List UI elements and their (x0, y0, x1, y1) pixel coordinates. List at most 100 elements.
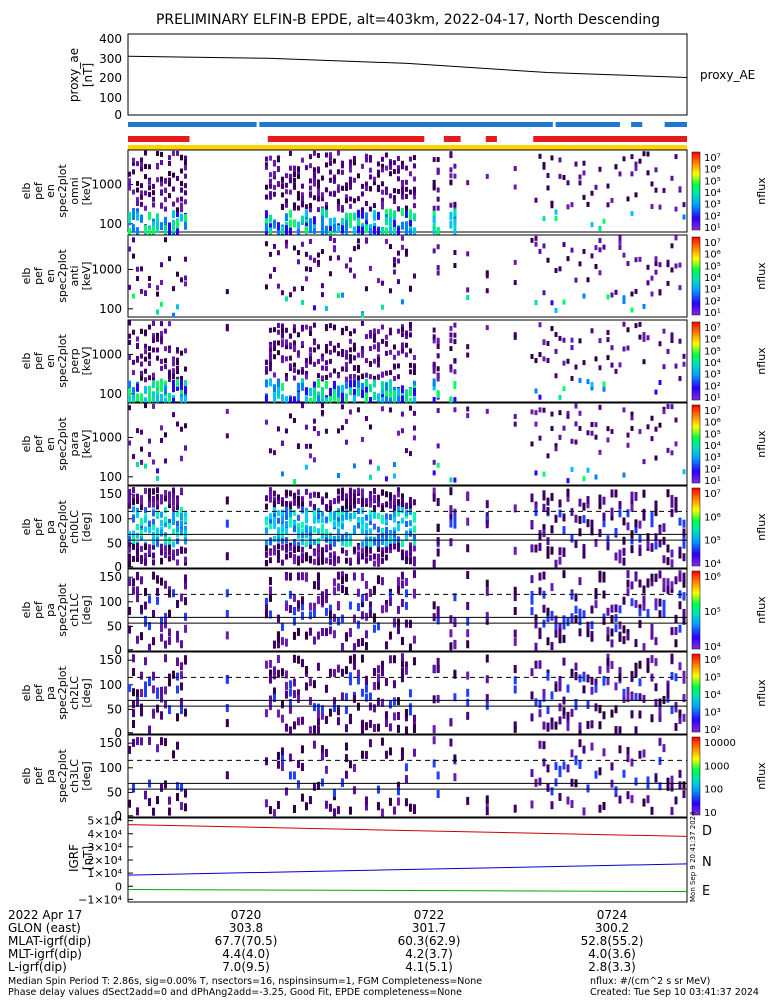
panel-cell (404, 589, 408, 598)
panel-cell (140, 459, 143, 465)
panel-cell (284, 182, 288, 188)
panel-cell (284, 572, 288, 581)
panel-cell (152, 571, 155, 580)
panel-cell (562, 386, 566, 392)
panel-cell (466, 352, 470, 358)
panel-cell (344, 439, 348, 445)
panel-cell (128, 339, 131, 345)
panel-cell (542, 758, 546, 767)
panel-cell (304, 525, 308, 532)
panel-cell (304, 665, 308, 674)
panel-cell (582, 476, 586, 482)
colorbar-tick: 10³ (704, 453, 721, 464)
panel-cell (148, 520, 151, 527)
panel-cell (332, 560, 336, 567)
panel-cell (268, 659, 272, 668)
panel-cell (392, 543, 396, 550)
panel-cell (574, 615, 578, 624)
panel-cell (340, 668, 344, 677)
panel-cell (356, 544, 360, 551)
panel-cell (160, 437, 163, 443)
panel-cell (280, 333, 284, 339)
panel-cell (148, 491, 151, 498)
panel-cell (136, 532, 139, 539)
panel-cell (453, 520, 457, 529)
panel-cell (172, 750, 175, 759)
panel-cell (300, 192, 304, 198)
panel-cell (316, 373, 320, 379)
panel-cell (674, 673, 678, 682)
panel-cell (546, 637, 550, 646)
panel-cell (316, 572, 320, 581)
panel-cell (400, 395, 404, 404)
panel-cell (618, 745, 622, 754)
panel-cell (336, 225, 340, 234)
colorbar-label: nflux (755, 762, 768, 790)
panel-cell (176, 220, 179, 229)
panel-cell (558, 628, 562, 637)
panel-cell (356, 238, 360, 244)
panel-cell (128, 488, 131, 495)
panel-cell (340, 404, 344, 410)
panel-cell (404, 221, 408, 230)
panel-cell (272, 535, 276, 542)
panel-cell (308, 218, 312, 227)
panel-cell (164, 432, 167, 438)
panel-cell (280, 762, 284, 771)
panel-cell (132, 543, 135, 550)
panel-cell (128, 355, 131, 361)
panel-cell (332, 669, 336, 678)
panel-cell (634, 662, 638, 671)
panel-cell (618, 362, 622, 368)
panel-cell (328, 271, 332, 277)
panel-cell (148, 392, 151, 401)
panel-cell (586, 621, 590, 630)
panel-cell (184, 512, 187, 519)
panel-ylabel: pa (44, 769, 57, 783)
panel-cell (513, 184, 517, 190)
panel-cell (156, 575, 159, 584)
panel-cell (264, 660, 268, 669)
panel-cell (344, 705, 348, 714)
panel-cell (136, 511, 139, 518)
panel-cell (666, 777, 670, 786)
panel-cell (449, 220, 453, 229)
panel-cell (276, 250, 280, 256)
panel-cell (646, 424, 650, 430)
panel-cell (144, 190, 147, 196)
panel-cell (396, 176, 400, 182)
panel-cell (144, 174, 147, 180)
panel-ylabel: [keV] (80, 430, 93, 459)
panel-cell (160, 181, 163, 187)
panel-cell (308, 529, 312, 536)
panel-cell (449, 173, 453, 179)
panel-cell (546, 340, 550, 346)
panel-cell (412, 155, 416, 161)
panel-cell (384, 554, 388, 561)
panel-cell (152, 710, 155, 719)
panel-cell (582, 610, 586, 619)
panel-cell (184, 160, 187, 166)
panel-cell (670, 494, 674, 503)
panel-ylabel: pef (32, 683, 45, 702)
panel-cell (546, 257, 550, 263)
panel-cell (360, 750, 364, 759)
panel-cell (164, 495, 167, 502)
panel-ylabel: spec2plot (56, 666, 69, 720)
panel-cell (292, 327, 296, 333)
panel-cell (404, 448, 408, 454)
panel-cell (140, 495, 143, 502)
panel-cell (148, 496, 151, 503)
panel-cell (156, 468, 159, 474)
panel-cell (566, 764, 570, 773)
panel-cell (578, 760, 582, 769)
panel-cell (356, 522, 360, 529)
panel-cell (388, 397, 392, 406)
colorbar-tick: 10⁴ (704, 358, 721, 369)
panel-cell (384, 217, 388, 226)
panel-cell (650, 519, 654, 528)
panel-cell (376, 673, 380, 682)
panel-cell (602, 711, 606, 720)
panel-cell (513, 421, 517, 427)
